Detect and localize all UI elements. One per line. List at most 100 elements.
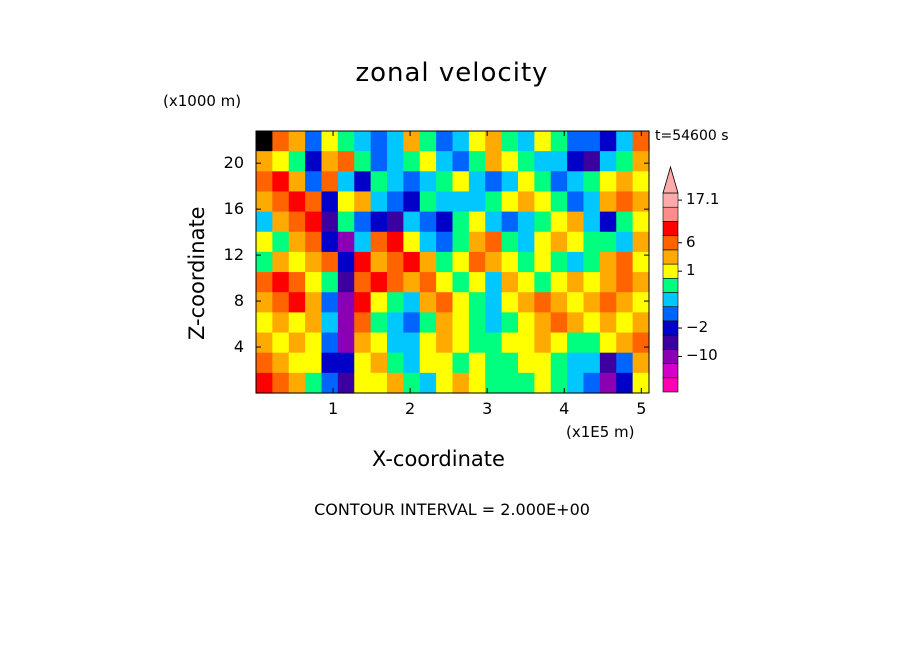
heatmap-cell <box>288 272 306 293</box>
heatmap-cell <box>501 372 519 394</box>
heatmap-cell <box>616 231 634 253</box>
heatmap-cell <box>468 332 486 354</box>
heatmap-cell <box>452 191 470 213</box>
heatmap-cell <box>403 171 421 193</box>
heatmap-cell <box>632 251 650 273</box>
heatmap-cell <box>550 272 568 293</box>
heatmap-cell <box>452 292 470 313</box>
heatmap-cell <box>419 251 437 273</box>
heatmap-cell <box>387 312 404 334</box>
heatmap-cell <box>272 131 290 152</box>
colorbar-swatch <box>662 221 679 236</box>
heatmap-cell <box>305 292 323 313</box>
heatmap-cell <box>436 131 454 152</box>
heatmap-cell <box>567 211 585 233</box>
heatmap-cell <box>321 151 339 172</box>
heatmap-cell <box>370 131 388 152</box>
heatmap-cell <box>567 151 585 172</box>
heatmap-cell <box>485 251 503 273</box>
heatmap-cell <box>452 312 470 334</box>
heatmap-cell <box>501 151 519 172</box>
colorbar-swatch <box>662 206 679 222</box>
heatmap-cell <box>534 191 552 213</box>
heatmap-cell <box>256 131 273 152</box>
heatmap-cell <box>272 211 290 233</box>
heatmap-cell <box>583 231 601 253</box>
heatmap-cell <box>550 372 568 394</box>
heatmap-cell <box>468 352 486 374</box>
heatmap-cell <box>518 191 535 213</box>
y-tick-label: 12 <box>223 245 244 265</box>
x-tick-label: 5 <box>636 399 647 418</box>
heatmap-cell <box>501 251 519 273</box>
colorbar-swatch <box>662 320 679 336</box>
heatmap-cell <box>583 332 601 354</box>
heatmap-cell <box>583 272 601 293</box>
colorbar-swatch <box>662 292 679 308</box>
plot-frame <box>255 130 650 394</box>
heatmap-cell <box>485 372 503 394</box>
heatmap-cell <box>256 171 273 193</box>
heatmap-cell <box>387 372 404 394</box>
heatmap-cell <box>337 251 355 273</box>
heatmap-cell <box>518 372 535 394</box>
heatmap-cell <box>436 151 454 172</box>
heatmap-cell <box>272 251 290 273</box>
heatmap-cell <box>550 171 568 193</box>
heatmap-cell <box>567 171 585 193</box>
heatmap-cell <box>370 191 388 213</box>
colorbar-tick-label: −2 <box>686 318 709 337</box>
heatmap-cell <box>370 151 388 172</box>
heatmap-cell <box>436 191 454 213</box>
heatmap-cell <box>534 151 552 172</box>
heatmap-cell <box>337 312 355 334</box>
heatmap-cell <box>452 171 470 193</box>
heatmap-cell <box>354 292 372 313</box>
heatmap-cell <box>468 151 486 172</box>
heatmap-cell <box>599 251 617 273</box>
heatmap-cell <box>632 312 650 334</box>
heatmap-cell <box>370 171 388 193</box>
heatmap-cell <box>337 151 355 172</box>
heatmap-cell <box>305 171 323 193</box>
heatmap-cell <box>321 191 339 213</box>
heatmap-cell <box>468 131 486 152</box>
heatmap-cell <box>632 211 650 233</box>
heatmap-cell <box>436 352 454 374</box>
heatmap-cell <box>501 171 519 193</box>
heatmap-cell <box>550 191 568 213</box>
colorbar-tick-label: 1 <box>686 261 696 280</box>
y-axis-label: Z-coordinate <box>185 206 209 340</box>
heatmap-cell <box>256 352 273 374</box>
heatmap-cell <box>501 352 519 374</box>
heatmap-cell <box>321 272 339 293</box>
heatmap-cell <box>419 332 437 354</box>
heatmap-cell <box>256 292 273 313</box>
heatmap-cell <box>387 272 404 293</box>
heatmap-cell <box>550 352 568 374</box>
x-tick-label: 1 <box>327 399 339 418</box>
heatmap-cell <box>518 332 535 354</box>
heatmap-cell <box>288 151 306 172</box>
heatmap-cell <box>436 251 454 273</box>
heatmap-cell <box>452 231 470 253</box>
heatmap-cell <box>550 151 568 172</box>
heatmap-cell <box>288 352 306 374</box>
heatmap-cell <box>485 151 503 172</box>
heatmap-cell <box>370 251 388 273</box>
heatmap-cell <box>468 251 486 273</box>
heatmap-cell <box>534 211 552 233</box>
heatmap-cell <box>632 352 650 374</box>
heatmap-cell <box>305 312 323 334</box>
heatmap-cell <box>403 352 421 374</box>
heatmap-cell <box>468 211 486 233</box>
y-tick-label: 4 <box>233 337 244 357</box>
heatmap-cell <box>272 372 290 394</box>
heatmap-cell <box>599 211 617 233</box>
heatmap-cell <box>534 171 552 193</box>
heatmap-cell <box>419 131 437 152</box>
heatmap-cell <box>321 292 339 313</box>
heatmap-cell <box>354 151 372 172</box>
heatmap-cell <box>370 292 388 313</box>
y-tick-label: 8 <box>233 291 244 311</box>
